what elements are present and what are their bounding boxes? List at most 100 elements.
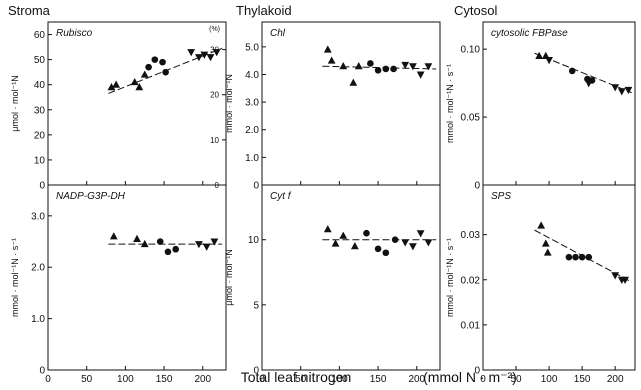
data-point-triangle-down bbox=[416, 71, 425, 79]
data-point-triangle-up bbox=[535, 51, 544, 59]
y-tick-label: 4.0 bbox=[245, 70, 259, 81]
data-point-circle bbox=[382, 249, 390, 257]
y-tick-label: 0 bbox=[39, 181, 45, 192]
y-tick-label: 0.02 bbox=[461, 275, 481, 286]
secondary-y-tick-label: 10 bbox=[210, 136, 219, 145]
y-tick-label: 40 bbox=[34, 80, 46, 91]
data-point-triangle-up bbox=[541, 239, 550, 247]
data-point-triangle-down bbox=[424, 63, 433, 71]
y-tick-label: 3.0 bbox=[31, 211, 45, 222]
panel-title: Rubisco bbox=[56, 28, 93, 39]
x-tick-label: 150 bbox=[574, 374, 591, 385]
data-point-triangle-up bbox=[350, 242, 359, 250]
panel-title: Cyt f bbox=[270, 191, 292, 202]
data-point-triangle-up bbox=[349, 78, 358, 86]
data-point-circle bbox=[159, 58, 166, 66]
data-point-triangle-down bbox=[187, 49, 196, 57]
y-tick-label: 30 bbox=[34, 105, 46, 116]
data-point-triangle-up bbox=[323, 45, 332, 53]
panel-frame bbox=[482, 21, 636, 186]
data-point-circle bbox=[162, 68, 169, 76]
data-point-triangle-down bbox=[212, 49, 221, 57]
x-tick-label: 100 bbox=[117, 374, 134, 385]
y-tick-label: 0.10 bbox=[461, 45, 481, 56]
panel-frame bbox=[261, 184, 441, 371]
panel-title: Chl bbox=[270, 28, 286, 39]
data-point-triangle-down bbox=[200, 51, 209, 59]
panel-cytosolic-fbpase: 0 0.05 0.10 cytosolic FBPase mmol · mol⁻¹N ·… bbox=[445, 21, 636, 192]
column-heading-thylakoid: Thylakoid bbox=[236, 3, 292, 18]
y-tick-label: 5 bbox=[253, 300, 259, 311]
data-point-triangle-down bbox=[195, 241, 203, 249]
data-point-circle bbox=[578, 253, 586, 261]
data-point-triangle-up bbox=[339, 231, 348, 239]
y-tick-label: 0 bbox=[474, 181, 480, 192]
data-point-triangle-up bbox=[331, 239, 340, 247]
panel-frame bbox=[482, 184, 636, 371]
x-tick-label: 50 bbox=[510, 374, 522, 385]
panel-frame bbox=[47, 21, 227, 186]
column-heading-cytosol: Cytosol bbox=[454, 3, 497, 18]
y-axis-label: mmol · mol⁻¹N · s⁻¹ bbox=[445, 238, 455, 317]
y-tick-label: 3.0 bbox=[245, 98, 259, 109]
data-point-triangle-up bbox=[140, 239, 149, 248]
x-tick-label: 100 bbox=[541, 374, 558, 385]
data-point-circle bbox=[145, 63, 152, 71]
data-point-circle bbox=[172, 245, 179, 253]
x-tick-label: 0 bbox=[259, 374, 265, 385]
y-tick-label: 0.05 bbox=[461, 113, 481, 124]
data-point-triangle-up bbox=[339, 62, 348, 70]
data-point-circle bbox=[374, 245, 382, 253]
data-point-circle bbox=[367, 60, 374, 67]
data-point-triangle-down bbox=[206, 54, 215, 62]
data-point-triangle-up bbox=[107, 83, 116, 91]
data-point-triangle-down bbox=[409, 243, 417, 251]
data-point-circle bbox=[382, 65, 390, 73]
data-point-triangle-down bbox=[611, 272, 620, 280]
data-point-triangle-up bbox=[133, 234, 141, 242]
data-point-circle bbox=[568, 67, 576, 75]
x-tick-label: 100 bbox=[331, 374, 348, 385]
x-tick-label: 150 bbox=[370, 374, 387, 385]
x-tick-label: 0 bbox=[480, 374, 486, 385]
y-tick-label: 0 bbox=[39, 366, 45, 377]
x-axis-unit: (mmol N · m⁻²) bbox=[423, 369, 517, 385]
data-point-circle bbox=[156, 238, 164, 245]
data-point-triangle-down bbox=[424, 239, 433, 247]
data-point-triangle-up bbox=[323, 225, 332, 233]
y-tick-label: 50 bbox=[34, 55, 46, 66]
y-tick-label: 5.0 bbox=[245, 42, 259, 53]
y-tick-label: 10 bbox=[248, 235, 260, 246]
panel-chl: 0 1.0 2.0 3.0 4.0 5.0 Chl mmol · mol⁻¹N bbox=[224, 21, 441, 192]
data-point-circle bbox=[363, 229, 370, 237]
y-tick-label: 0 bbox=[253, 181, 259, 192]
data-point-triangle-down bbox=[545, 57, 553, 65]
data-point-triangle-down bbox=[621, 276, 629, 284]
data-point-triangle-up bbox=[109, 232, 118, 240]
x-tick-label: 0 bbox=[45, 374, 51, 385]
data-point-circle bbox=[391, 236, 399, 244]
y-tick-label: 1.0 bbox=[31, 314, 45, 325]
y-tick-label: 10 bbox=[34, 155, 46, 166]
data-point-triangle-down bbox=[611, 84, 620, 92]
x-tick-label: 50 bbox=[81, 374, 93, 385]
data-point-triangle-up bbox=[112, 80, 121, 88]
data-point-triangle-down bbox=[401, 239, 410, 247]
y-axis-label: mmol · mol⁻¹N · s⁻¹ bbox=[10, 238, 20, 317]
data-point-triangle-down bbox=[210, 238, 219, 246]
y-tick-label: 1.0 bbox=[245, 153, 259, 164]
data-point-triangle-down bbox=[617, 88, 626, 96]
x-tick-label: 50 bbox=[295, 374, 307, 385]
data-point-circle bbox=[164, 248, 172, 256]
y-tick-label: 60 bbox=[34, 30, 46, 41]
data-point-triangle-up bbox=[537, 221, 546, 229]
y-axis-label: μmol · mol⁻¹N bbox=[224, 249, 234, 305]
data-point-triangle-down bbox=[409, 63, 417, 71]
data-point-triangle-down bbox=[195, 54, 203, 62]
data-point-circle bbox=[374, 67, 382, 74]
data-point-triangle-down bbox=[202, 243, 211, 251]
x-tick-label: 150 bbox=[156, 374, 173, 385]
